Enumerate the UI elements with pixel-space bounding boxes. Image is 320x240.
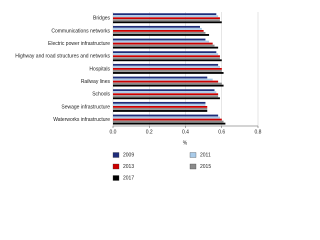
bar bbox=[113, 103, 206, 106]
bar bbox=[113, 82, 222, 85]
bar bbox=[113, 80, 219, 83]
legend-label: 2011 bbox=[200, 152, 211, 158]
bar bbox=[113, 19, 220, 22]
bar bbox=[113, 105, 208, 108]
bar bbox=[113, 53, 219, 56]
y-tick-label: Electric power infrastructure bbox=[48, 41, 110, 47]
y-tick-label: Waterworks infrastructure bbox=[53, 117, 110, 123]
legend-swatch bbox=[189, 163, 197, 170]
legend-label: 2017 bbox=[123, 175, 134, 181]
bar bbox=[113, 120, 224, 123]
bar bbox=[113, 91, 217, 94]
y-tick-label: Schools bbox=[92, 92, 110, 98]
bar bbox=[113, 95, 219, 98]
x-tick-label: 0.8 bbox=[255, 129, 262, 135]
y-tick-label: Bridges bbox=[93, 16, 110, 22]
bar bbox=[113, 110, 208, 112]
bar bbox=[113, 29, 204, 32]
bar bbox=[113, 114, 219, 117]
bar bbox=[113, 27, 202, 30]
x-tick-label: 0.6 bbox=[218, 129, 225, 135]
bar bbox=[113, 51, 217, 54]
y-tick-label: Sewage infrastructure bbox=[61, 104, 110, 110]
bar bbox=[113, 89, 215, 92]
bar bbox=[113, 97, 220, 100]
bar bbox=[113, 44, 215, 47]
bar bbox=[113, 72, 224, 74]
bar bbox=[113, 55, 220, 58]
bar bbox=[113, 76, 208, 79]
bar bbox=[113, 63, 219, 66]
y-tick-label: Railway lines bbox=[81, 79, 111, 85]
y-tick-label: Hospitals bbox=[89, 66, 110, 72]
bar bbox=[113, 40, 210, 43]
bar bbox=[113, 116, 220, 119]
bar bbox=[113, 101, 206, 104]
legend-swatch bbox=[112, 175, 120, 181]
bar bbox=[113, 34, 210, 36]
bar bbox=[113, 118, 222, 121]
bar bbox=[113, 42, 213, 45]
bar bbox=[113, 38, 206, 41]
legend-label: 2009 bbox=[123, 152, 134, 158]
legend-swatch bbox=[189, 152, 197, 158]
chart: % 0.0 0.2 0.4 0.6 0.8 Bridges Communications n… bbox=[15, 12, 262, 181]
bar bbox=[113, 46, 219, 49]
bar bbox=[113, 59, 222, 62]
legend-label: 2013 bbox=[123, 164, 134, 170]
bar bbox=[113, 122, 226, 125]
bar bbox=[113, 70, 222, 72]
x-axis-label: % bbox=[183, 140, 188, 146]
x-tick-label: 0.2 bbox=[146, 129, 153, 135]
bar bbox=[113, 17, 220, 20]
x-tick-label: 0.4 bbox=[182, 129, 189, 135]
bar bbox=[113, 65, 220, 68]
bar bbox=[113, 32, 206, 34]
legend-swatch bbox=[112, 163, 120, 170]
bar bbox=[113, 78, 213, 81]
bar bbox=[113, 57, 220, 60]
bar bbox=[113, 15, 219, 18]
bar bbox=[113, 13, 217, 16]
legend-swatch bbox=[112, 152, 120, 158]
bar bbox=[113, 108, 208, 110]
legend-label: 2015 bbox=[200, 164, 211, 170]
y-tick-label: Communications networks bbox=[51, 28, 110, 34]
bar bbox=[113, 93, 219, 96]
bar bbox=[113, 21, 222, 24]
bar bbox=[113, 25, 200, 28]
y-tick-label: Highway and road structures and networks bbox=[15, 54, 110, 60]
bar bbox=[113, 67, 222, 70]
x-tick-label: 0.0 bbox=[110, 129, 117, 135]
bar bbox=[113, 84, 224, 87]
